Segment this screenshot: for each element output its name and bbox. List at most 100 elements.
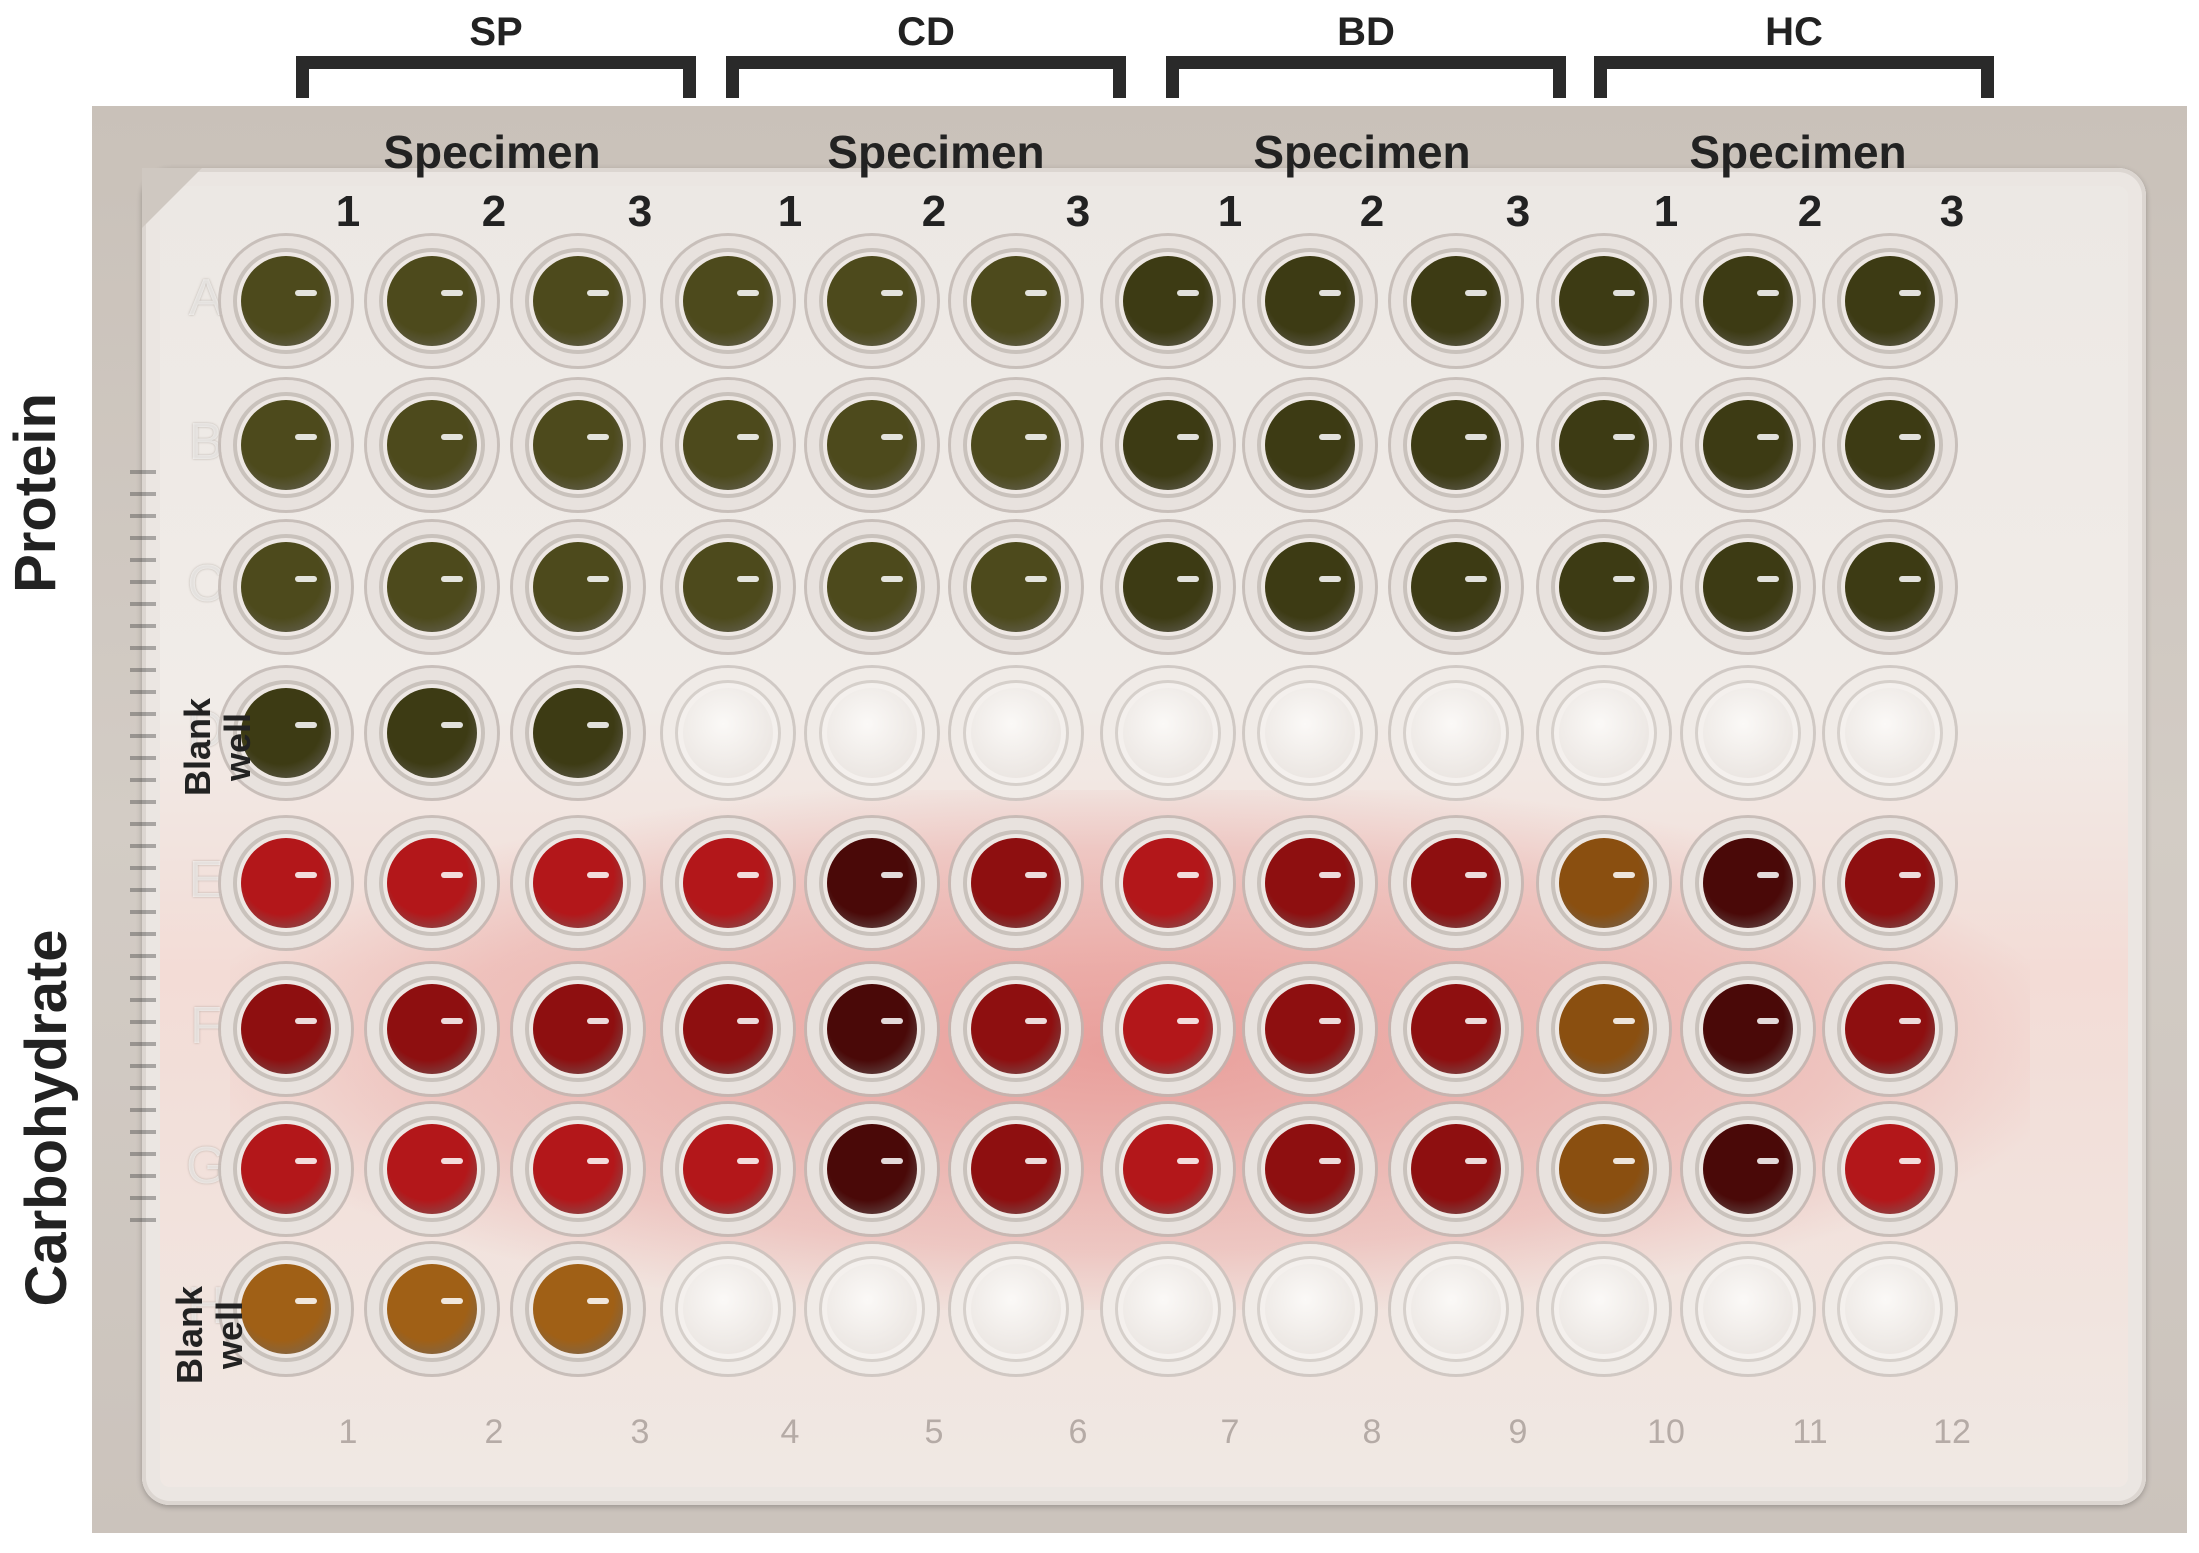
- well-highlight: [587, 872, 609, 878]
- well-highlight: [587, 1018, 609, 1024]
- plate-column-number: 11: [1792, 1413, 1828, 1451]
- well-liquid: [971, 400, 1061, 490]
- well-liquid: [241, 1124, 331, 1214]
- well-highlight: [1319, 872, 1341, 878]
- well-highlight: [1899, 290, 1921, 296]
- well-highlight: [1613, 290, 1635, 296]
- well-F5: [807, 964, 937, 1094]
- plate-column-number: 1: [338, 1413, 358, 1451]
- group-name: SP: [469, 10, 523, 54]
- well-liquid: [827, 984, 917, 1074]
- specimen-number: 3: [1939, 187, 1965, 236]
- well-D2: [367, 668, 497, 798]
- well-highlight: [737, 576, 759, 582]
- well-highlight: [587, 576, 609, 582]
- well-liquid: [1703, 542, 1793, 632]
- well-liquid: [1411, 400, 1501, 490]
- group-header-bd: BD: [1166, 0, 1566, 105]
- well-A11: [1683, 236, 1813, 366]
- well-highlight: [587, 290, 609, 296]
- group-bracket: [296, 56, 696, 98]
- well-A8: [1245, 236, 1375, 366]
- plate-column-number: 3: [630, 1413, 650, 1451]
- well-D3: [513, 668, 643, 798]
- well-highlight: [441, 722, 463, 728]
- well-E10: [1539, 818, 1669, 948]
- well-liquid: [1559, 542, 1649, 632]
- well-D9: [1391, 668, 1521, 798]
- well-E2: [367, 818, 497, 948]
- well-highlight: [441, 1298, 463, 1304]
- well-G12: [1825, 1104, 1955, 1234]
- well-highlight: [587, 1158, 609, 1164]
- well-liquid: [1123, 838, 1213, 928]
- well-G4: [663, 1104, 793, 1234]
- well-liquid: [241, 256, 331, 346]
- specimen-number: 1: [777, 187, 803, 236]
- well-highlight: [1025, 1018, 1047, 1024]
- well-highlight: [737, 1158, 759, 1164]
- well-liquid: [1411, 984, 1501, 1074]
- plate-column-number: 5: [924, 1413, 944, 1451]
- blank-label-line2: well: [209, 1300, 250, 1370]
- well-highlight: [737, 290, 759, 296]
- well-highlight: [881, 434, 903, 440]
- well-highlight: [441, 290, 463, 296]
- well-highlight: [1465, 576, 1487, 582]
- well-H8: [1245, 1244, 1375, 1374]
- well-highlight: [1899, 872, 1921, 878]
- well-liquid: [533, 1264, 623, 1354]
- blank-well-label-carbohydrate: Blank well: [169, 1260, 260, 1410]
- well-highlight: [1613, 1018, 1635, 1024]
- well-F6: [951, 964, 1081, 1094]
- well-highlight: [1319, 290, 1341, 296]
- specimen-number: 2: [1359, 187, 1385, 236]
- well-H2: [367, 1244, 497, 1374]
- well-liquid: [683, 256, 773, 346]
- well-liquid: [387, 1264, 477, 1354]
- well-highlight: [1899, 576, 1921, 582]
- well-highlight: [1319, 1018, 1341, 1024]
- blank-well-label-protein: Blank well: [177, 672, 268, 822]
- well-highlight: [1757, 576, 1779, 582]
- well-C7: [1103, 522, 1233, 652]
- well-E1: [221, 818, 351, 948]
- specimen-title-sp: Specimen: [383, 126, 601, 178]
- well-G6: [951, 1104, 1081, 1234]
- protein-label: Protein: [3, 393, 68, 593]
- well-liquid: [1845, 1264, 1935, 1354]
- plate-column-number: 2: [484, 1413, 504, 1451]
- well-liquid: [1559, 256, 1649, 346]
- plate-column-number: 10: [1647, 1413, 1685, 1451]
- well-highlight: [587, 1298, 609, 1304]
- well-H12: [1825, 1244, 1955, 1374]
- well-D5: [807, 668, 937, 798]
- well-liquid: [827, 400, 917, 490]
- well-liquid: [1123, 688, 1213, 778]
- well-B1: [221, 380, 351, 510]
- well-highlight: [441, 434, 463, 440]
- well-liquid: [971, 1124, 1061, 1214]
- well-liquid: [1123, 1124, 1213, 1214]
- group-bracket: [726, 56, 1126, 98]
- specimen-number: 3: [627, 187, 653, 236]
- well-highlight: [1177, 1018, 1199, 1024]
- well-E11: [1683, 818, 1813, 948]
- well-C5: [807, 522, 937, 652]
- well-liquid: [971, 256, 1061, 346]
- well-A4: [663, 236, 793, 366]
- well-B10: [1539, 380, 1669, 510]
- well-liquid: [1265, 256, 1355, 346]
- well-C4: [663, 522, 793, 652]
- well-D1: [221, 668, 351, 798]
- well-highlight: [1177, 434, 1199, 440]
- well-F4: [663, 964, 793, 1094]
- well-liquid: [533, 984, 623, 1074]
- well-highlight: [1465, 290, 1487, 296]
- group-header-sp: SP: [296, 0, 696, 105]
- well-highlight: [881, 1018, 903, 1024]
- well-highlight: [1177, 576, 1199, 582]
- well-liquid: [1123, 400, 1213, 490]
- well-liquid: [1559, 400, 1649, 490]
- well-liquid: [1703, 1264, 1793, 1354]
